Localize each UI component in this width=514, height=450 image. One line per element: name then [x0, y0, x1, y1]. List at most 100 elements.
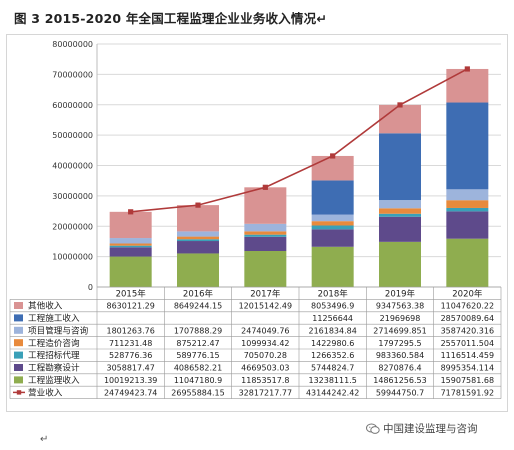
bar-segment	[446, 102, 489, 190]
table-cell-value: 15907581.68	[441, 376, 494, 385]
table-cell-value: 2474049.76	[241, 326, 289, 335]
y-tick-label: 50000000	[52, 131, 93, 140]
bar-segment	[244, 231, 287, 235]
table-cell-value: 1266352.6	[311, 351, 354, 360]
revenue-marker	[262, 184, 268, 190]
table-cell-value: 11256644	[312, 314, 353, 323]
table-cell-value: 4669503.03	[241, 364, 289, 373]
table-cell-value: 8649244.15	[174, 302, 222, 311]
bar-segment	[379, 104, 421, 134]
bar-segment	[244, 250, 287, 287]
bar-segment	[109, 211, 152, 239]
table-cell-value: 21969698	[380, 314, 421, 323]
bar-segment	[109, 238, 152, 244]
revenue-marker	[464, 66, 470, 72]
bar-segment	[177, 239, 219, 242]
legend-key-swatch	[14, 376, 23, 384]
table-cell-value: 8630121.29	[106, 302, 154, 311]
legend-label: 工程勘察设计	[28, 362, 80, 374]
table-cell-value: 1422980.6	[311, 339, 354, 348]
page-title: 图 3 2015-2020 年全国工程监理企业业务收入情况↵	[14, 11, 327, 26]
legend-label: 其他收入	[28, 300, 63, 312]
return-mark: ↵	[40, 434, 49, 445]
bar-segment	[379, 133, 421, 201]
x-category-label: 2016年	[183, 288, 214, 299]
x-category-label: 2015年	[116, 288, 147, 299]
x-category-label: 2020年	[452, 288, 483, 299]
watermark: 中国建设监理与咨询	[366, 421, 478, 436]
table-cell-value: 1797295.5	[378, 339, 421, 348]
bar-segment	[311, 229, 354, 247]
bar-segment	[109, 247, 152, 257]
table-cell-value: 24749423.74	[104, 388, 157, 397]
table-cell-value: 14861256.53	[373, 376, 426, 385]
bar-segment	[109, 245, 152, 248]
table-cell-value: 1116514.459	[441, 351, 494, 360]
bar-segment	[244, 236, 287, 251]
table-cell-value: 11047620.22	[441, 302, 494, 311]
bar-segment	[446, 238, 489, 287]
legend-label: 项目管理与咨询	[28, 324, 89, 336]
y-tick-label: 30000000	[52, 192, 93, 201]
legend-key-swatch	[14, 314, 23, 322]
bar-segment	[311, 155, 354, 181]
table-cell-value: 528776.36	[109, 351, 152, 360]
y-tick-label: 20000000	[52, 222, 93, 231]
table-cell-value: 875212.47	[176, 339, 219, 348]
table-cell-value: 9347563.38	[376, 302, 424, 311]
table-cell-value: 2161834.84	[308, 326, 356, 335]
table-cell-value: 59944750.7	[376, 388, 424, 397]
table-cell-value: 11047180.9	[174, 376, 222, 385]
bar-segment	[446, 189, 489, 201]
y-tick-label: 60000000	[52, 101, 93, 110]
table-cell-value: 1707888.29	[174, 326, 222, 335]
table-cell-value: 71781591.92	[441, 388, 494, 397]
table-cell-value: 705070.28	[244, 351, 287, 360]
bar-segment	[446, 68, 489, 103]
x-category-label: 2019年	[385, 288, 416, 299]
bar-segment	[177, 241, 219, 254]
bar-segment	[379, 241, 421, 287]
bar-segment	[311, 246, 354, 287]
legend-label: 工程监理收入	[28, 374, 80, 386]
legend-label: 工程招标代理	[28, 349, 80, 361]
table-cell-value: 589776.15	[176, 351, 219, 360]
legend-key-swatch	[14, 326, 23, 334]
table-cell-value: 2557011.504	[441, 339, 494, 348]
y-tick-label: 70000000	[52, 70, 93, 79]
bar-segment	[311, 225, 354, 230]
legend-label: 营业收入	[28, 386, 63, 398]
legend-label: 工程造价咨询	[28, 337, 80, 349]
bar-segment	[311, 214, 354, 222]
bar-segment	[244, 223, 287, 232]
bar-segment	[379, 200, 421, 209]
revenue-marker	[195, 202, 201, 208]
bar-segment	[311, 180, 354, 215]
chart-frame	[6, 34, 508, 412]
bar-segment	[244, 234, 287, 237]
bar-segment	[311, 221, 354, 226]
revenue-marker	[330, 153, 336, 159]
bar-segment	[244, 187, 287, 224]
y-tick-label: 0	[88, 283, 93, 292]
bar-segment	[177, 231, 219, 237]
table-cell-value: 28570089.64	[441, 314, 494, 323]
table-cell-value: 983360.584	[376, 351, 424, 360]
revenue-line	[130, 68, 468, 213]
table-cell-value: 8270876.4	[378, 364, 421, 373]
table-cell-value: 26955884.15	[171, 388, 224, 397]
legend-key-marker	[16, 390, 22, 395]
table-cell-value: 12015142.49	[239, 302, 292, 311]
revenue-marker	[397, 102, 403, 108]
table-cell-value: 8995354.114	[441, 364, 494, 373]
legend-label: 工程施工收入	[28, 312, 80, 324]
table-cell-value: 3058817.47	[106, 364, 154, 373]
x-category-label: 2018年	[318, 288, 349, 299]
y-tick-label: 80000000	[52, 40, 93, 49]
legend-key-swatch	[14, 351, 23, 359]
bar-segment	[109, 256, 152, 287]
table-cell-value: 1099934.42	[241, 339, 289, 348]
x-category-label: 2017年	[250, 288, 281, 299]
bar-segment	[446, 200, 489, 208]
